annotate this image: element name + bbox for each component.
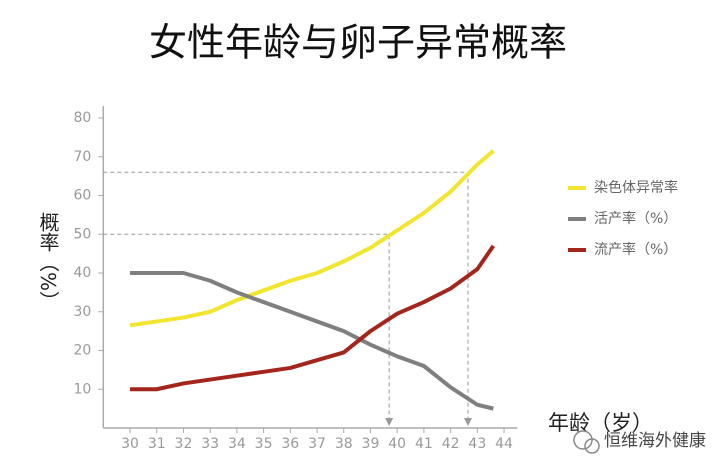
chart-title: 女性年龄与卵子异常概率 bbox=[149, 21, 567, 65]
x-tick-label: 38 bbox=[335, 436, 353, 452]
x-tick-label: 39 bbox=[362, 436, 380, 452]
x-tick-label: 35 bbox=[255, 436, 273, 452]
guide-arrow bbox=[385, 418, 394, 426]
y-tick-label: 40 bbox=[73, 265, 91, 281]
guide-line bbox=[103, 233, 390, 420]
x-tick-label: 44 bbox=[495, 436, 513, 452]
y-tick-label: 80 bbox=[73, 110, 91, 126]
x-tick-label: 33 bbox=[201, 436, 219, 452]
y-tick-label: 60 bbox=[73, 188, 91, 204]
x-tick-label: 36 bbox=[281, 436, 299, 452]
y-axis-label: 概率（%） bbox=[36, 212, 60, 311]
watermark: 恒维海外健康 bbox=[604, 431, 706, 451]
y-tick-label: 20 bbox=[73, 343, 91, 359]
x-tick-label: 34 bbox=[228, 436, 246, 452]
watermark-icon bbox=[573, 430, 600, 454]
y-tick-label: 10 bbox=[73, 381, 91, 397]
series-line bbox=[130, 244, 496, 392]
series-line bbox=[129, 149, 495, 328]
x-tick-label: 37 bbox=[308, 436, 326, 452]
legend-label: 染色体异常率 bbox=[594, 179, 678, 196]
x-axis-label: 年龄（岁） bbox=[548, 411, 653, 435]
x-tick-label: 30 bbox=[121, 436, 139, 452]
legend-label: 活产率（%） bbox=[594, 210, 677, 227]
y-tick-label: 70 bbox=[73, 149, 91, 165]
guide-arrow bbox=[463, 418, 472, 426]
x-tick-label: 41 bbox=[415, 436, 433, 452]
x-tick-label: 32 bbox=[175, 436, 193, 452]
x-tick-label: 31 bbox=[148, 436, 166, 452]
y-tick-label: 50 bbox=[73, 226, 91, 242]
y-tick-label: 30 bbox=[73, 304, 91, 320]
series-line bbox=[130, 271, 494, 411]
x-tick-label: 40 bbox=[388, 436, 406, 452]
x-tick-label: 42 bbox=[442, 436, 460, 452]
legend-label: 流产率（%） bbox=[594, 241, 677, 258]
x-tick-label: 43 bbox=[468, 436, 486, 452]
